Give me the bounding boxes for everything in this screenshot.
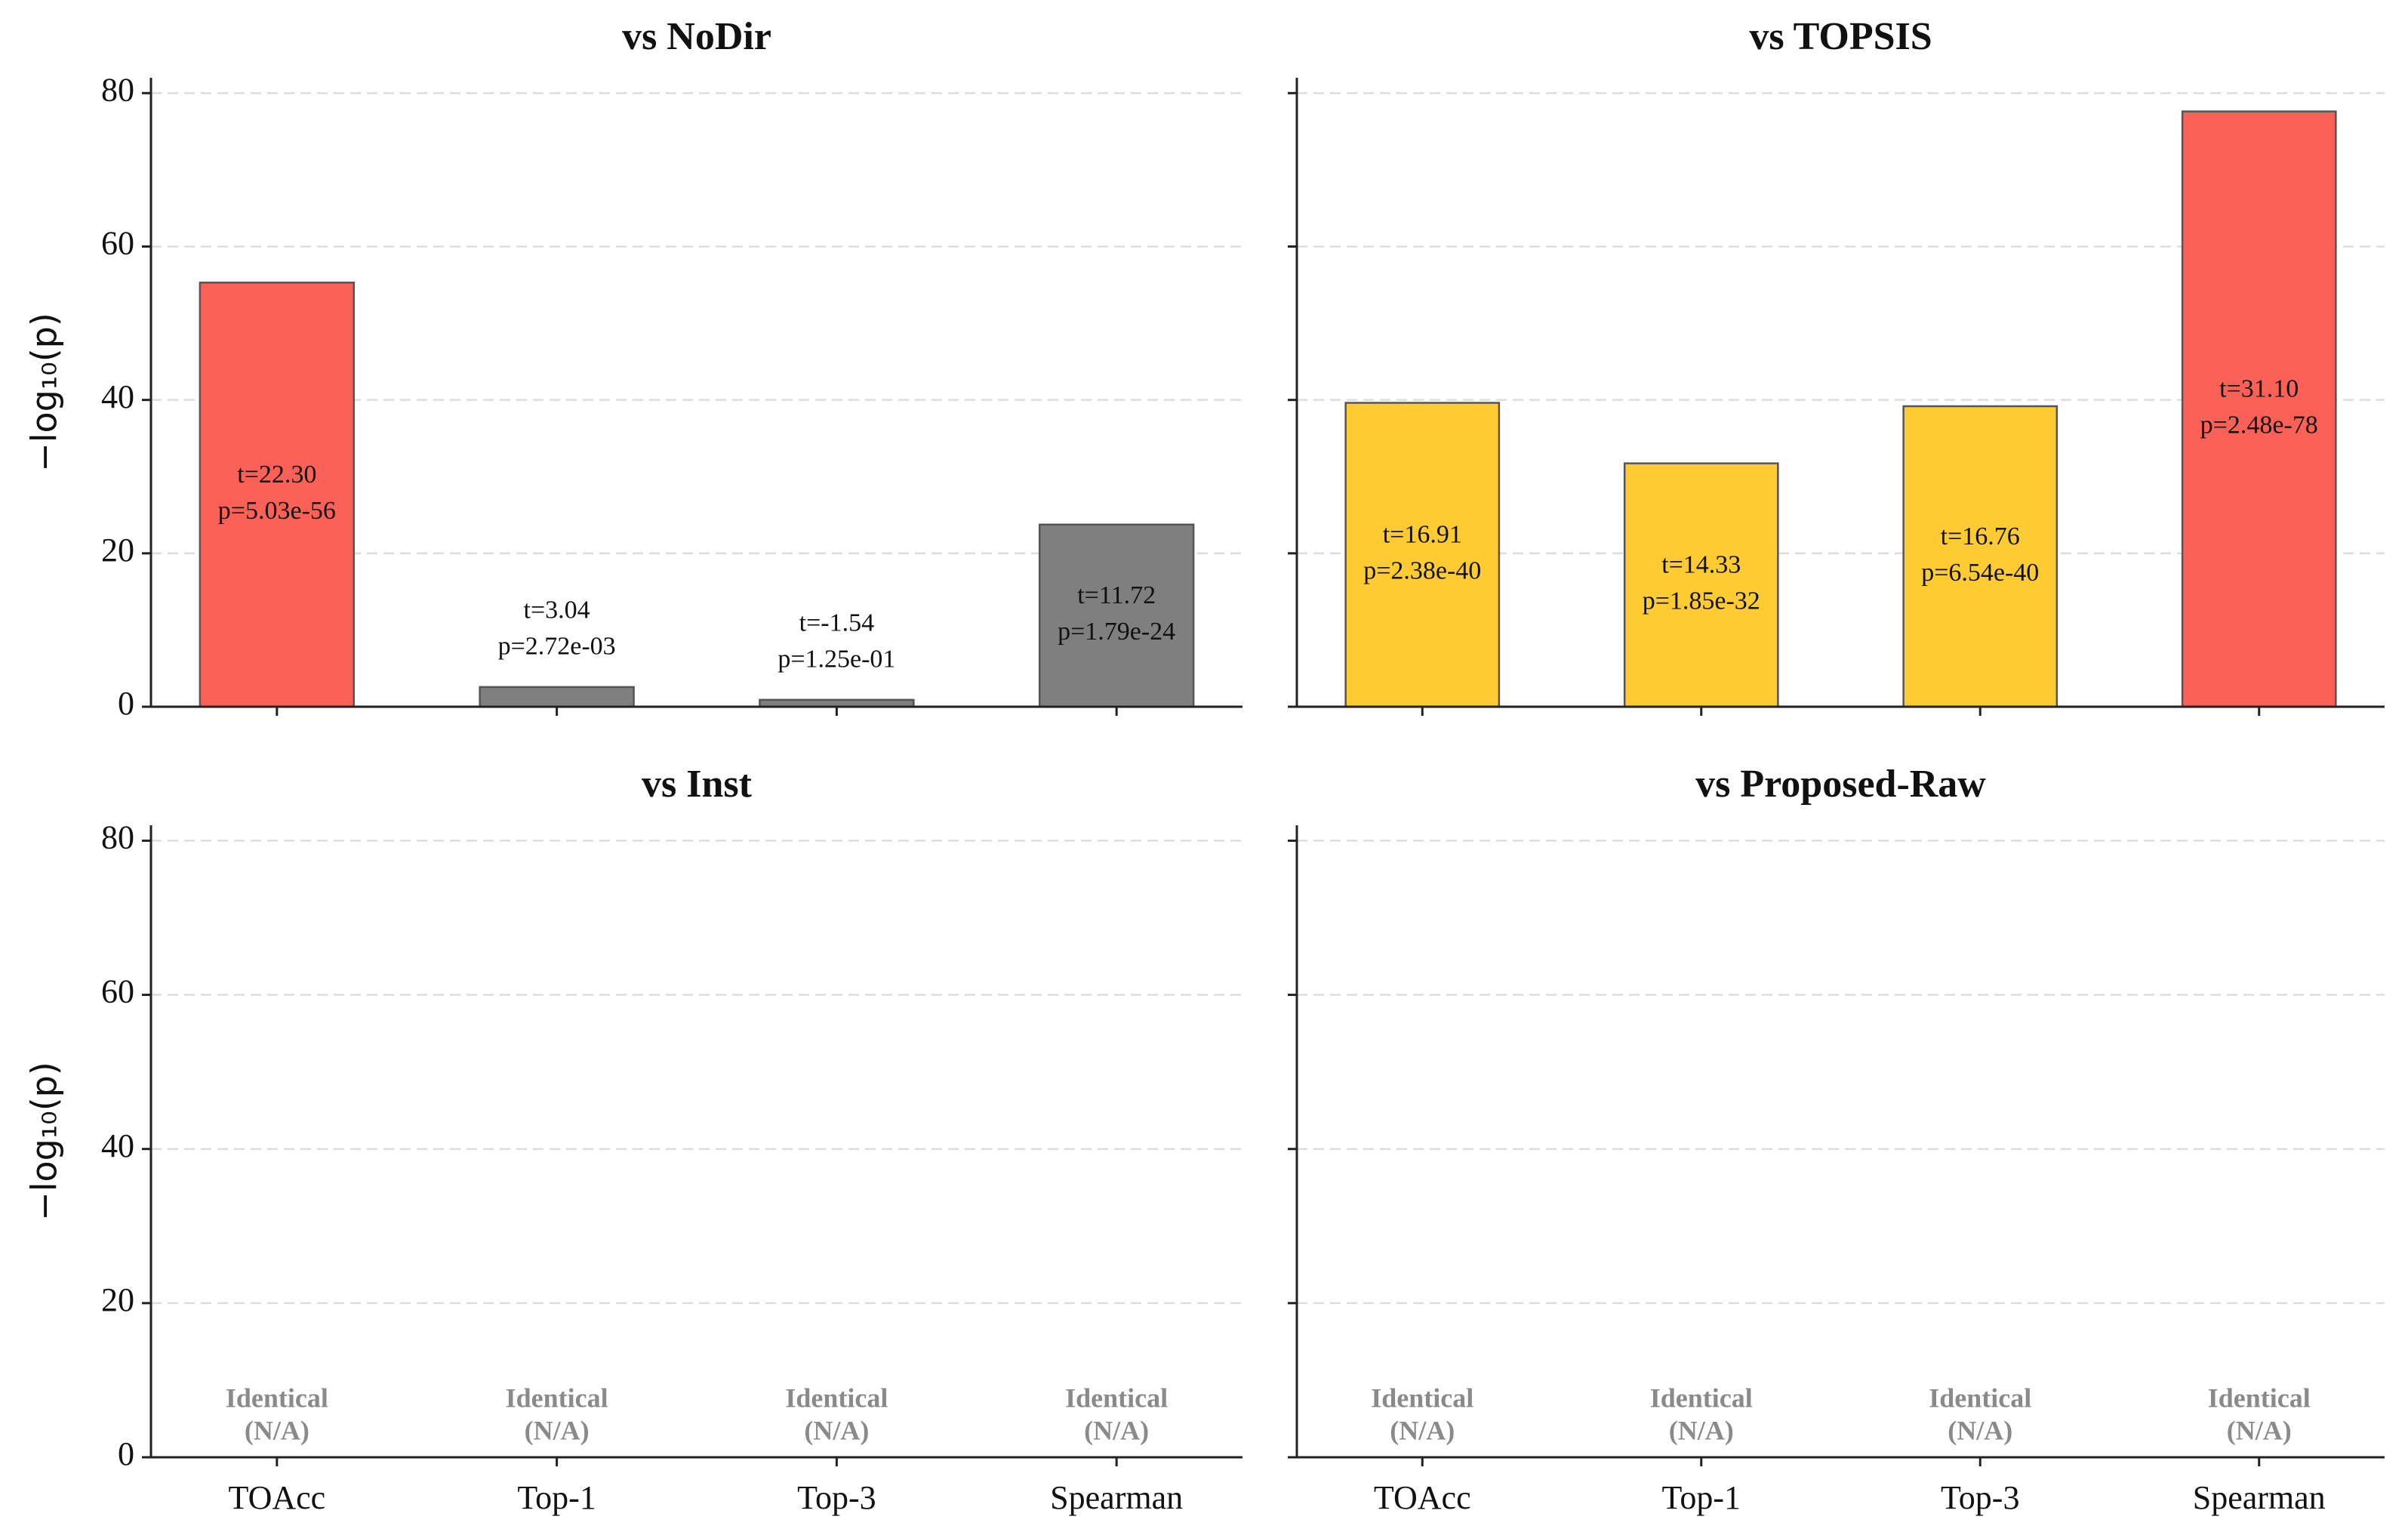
y-tick-label: 80 bbox=[101, 71, 134, 108]
x-tick-label: Top-1 bbox=[517, 1479, 596, 1516]
subplot-title: vs Proposed-Raw bbox=[1695, 763, 1986, 806]
annotation: t=11.72 bbox=[1077, 581, 1156, 609]
annotation: p=2.38e-40 bbox=[1363, 557, 1481, 585]
na-label: (N/A) bbox=[2227, 1415, 2292, 1445]
na-label: Identical bbox=[2208, 1383, 2311, 1413]
annotation: p=2.72e-03 bbox=[498, 633, 616, 661]
subplot-title: vs TOPSIS bbox=[1749, 15, 1932, 58]
na-label: (N/A) bbox=[245, 1415, 309, 1445]
bar bbox=[1344, 402, 1501, 708]
annotation: p=2.48e-78 bbox=[2200, 412, 2318, 439]
y-tick-label: 80 bbox=[101, 819, 134, 856]
na-label: (N/A) bbox=[1084, 1415, 1149, 1445]
annotation: t=14.33 bbox=[1661, 551, 1741, 579]
bar bbox=[199, 281, 356, 708]
annotation: p=1.79e-24 bbox=[1058, 618, 1175, 646]
na-label: (N/A) bbox=[525, 1415, 590, 1445]
bar bbox=[1038, 523, 1195, 708]
na-label: (N/A) bbox=[1669, 1415, 1734, 1445]
bar bbox=[479, 686, 635, 708]
x-tick-label: Top-3 bbox=[1941, 1479, 2019, 1516]
bar bbox=[1623, 462, 1779, 708]
annotation: t=31.10 bbox=[2219, 375, 2299, 403]
na-label: (N/A) bbox=[1390, 1415, 1455, 1445]
na-label: Identical bbox=[1650, 1383, 1753, 1413]
na-label: Identical bbox=[506, 1383, 608, 1413]
y-tick-label: 0 bbox=[118, 1435, 134, 1472]
x-tick-label: Top-3 bbox=[797, 1479, 876, 1516]
annotation: p=5.03e-56 bbox=[218, 497, 336, 525]
annotation: t=22.30 bbox=[237, 461, 316, 489]
annotation: p=6.54e-40 bbox=[1921, 559, 2039, 587]
na-label: (N/A) bbox=[1948, 1415, 2012, 1445]
subplot-title: vs Inst bbox=[642, 763, 753, 806]
y-axis-label: −log₁₀(p) bbox=[24, 313, 65, 472]
annotation: t=16.91 bbox=[1383, 521, 1462, 549]
y-tick-label: 40 bbox=[101, 378, 134, 415]
y-tick-label: 40 bbox=[101, 1127, 134, 1164]
x-tick-label: TOAcc bbox=[228, 1479, 325, 1516]
annotation: t=-1.54 bbox=[799, 609, 874, 637]
annotation: p=1.25e-01 bbox=[778, 646, 895, 674]
y-tick-label: 20 bbox=[101, 1281, 134, 1318]
x-tick-label: TOAcc bbox=[1374, 1479, 1471, 1516]
na-label: Identical bbox=[1371, 1383, 1473, 1413]
y-tick-label: 0 bbox=[118, 685, 134, 722]
annotation: p=1.85e-32 bbox=[1643, 587, 1760, 615]
x-tick-label: Spearman bbox=[1050, 1479, 1183, 1516]
na-label: Identical bbox=[1929, 1383, 2031, 1413]
y-axis-label: −log₁₀(p) bbox=[24, 1062, 65, 1221]
subplot-title: vs NoDir bbox=[622, 15, 771, 58]
annotation: t=3.04 bbox=[524, 596, 590, 624]
y-tick-label: 60 bbox=[101, 225, 134, 262]
bar bbox=[2181, 110, 2337, 708]
annotation: t=16.76 bbox=[1941, 523, 2020, 550]
na-label: Identical bbox=[1065, 1383, 1168, 1413]
x-tick-label: Top-1 bbox=[1662, 1479, 1741, 1516]
na-label: Identical bbox=[226, 1383, 328, 1413]
na-label: (N/A) bbox=[804, 1415, 869, 1445]
x-tick-label: Spearman bbox=[2193, 1479, 2326, 1516]
y-tick-label: 60 bbox=[101, 973, 134, 1010]
bar bbox=[1902, 405, 2059, 708]
na-label: Identical bbox=[785, 1383, 888, 1413]
y-tick-label: 20 bbox=[101, 532, 134, 569]
